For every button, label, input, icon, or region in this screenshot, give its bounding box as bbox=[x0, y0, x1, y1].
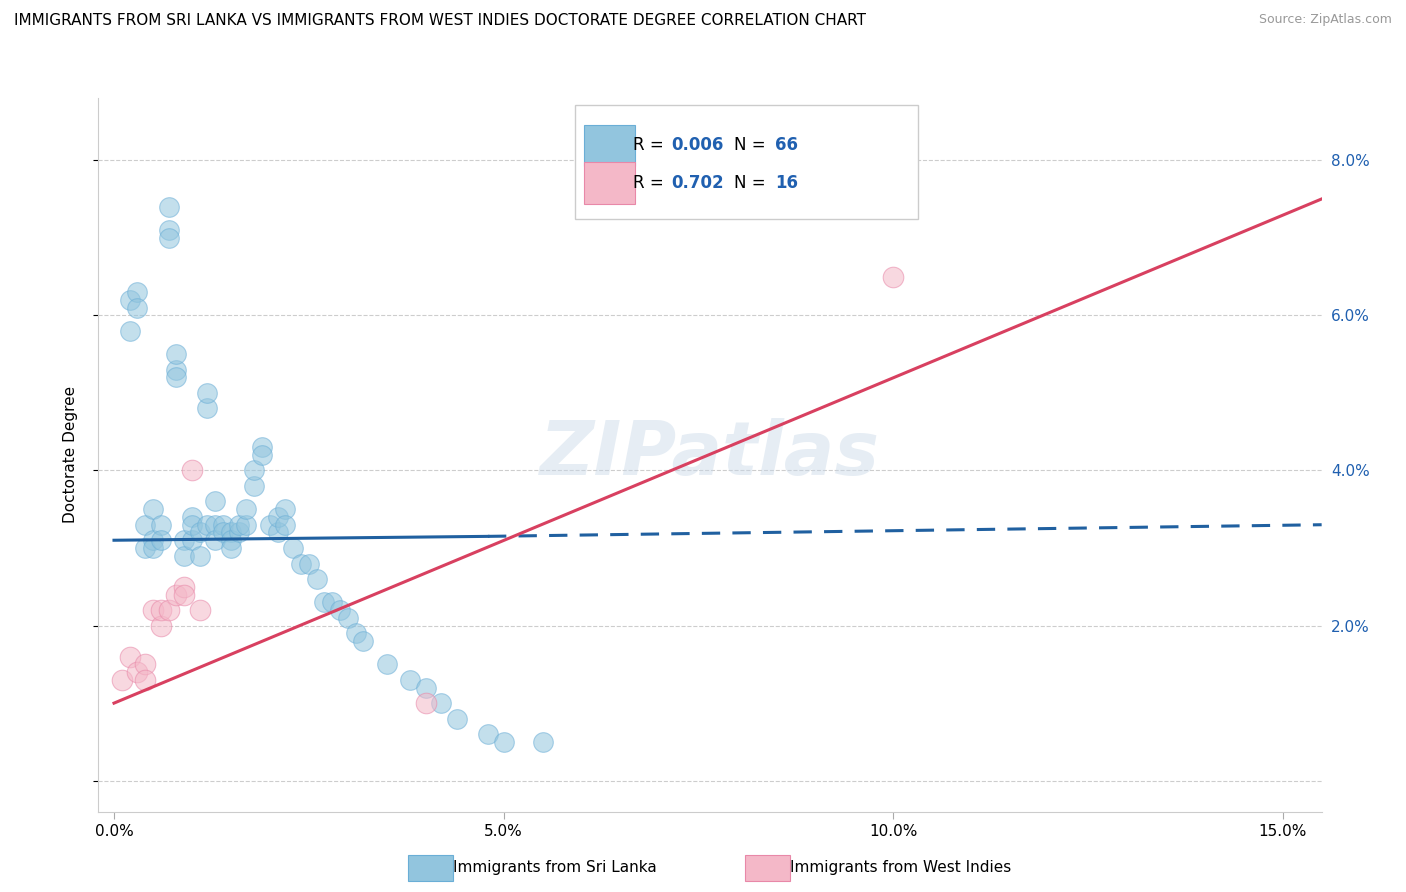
Point bbox=[188, 549, 211, 563]
Text: R =: R = bbox=[633, 136, 669, 153]
Point bbox=[298, 557, 321, 571]
Point bbox=[882, 269, 904, 284]
Point bbox=[134, 517, 156, 532]
Point bbox=[157, 200, 180, 214]
Point bbox=[173, 549, 195, 563]
Point bbox=[204, 494, 226, 508]
Text: ZIPatlas: ZIPatlas bbox=[540, 418, 880, 491]
Point bbox=[149, 618, 172, 632]
Point bbox=[235, 517, 257, 532]
Point bbox=[266, 525, 288, 540]
Point bbox=[477, 727, 499, 741]
Point bbox=[180, 510, 202, 524]
Text: Immigrants from West Indies: Immigrants from West Indies bbox=[790, 860, 1011, 874]
Point bbox=[180, 463, 202, 477]
Point bbox=[314, 595, 336, 609]
Point bbox=[127, 665, 149, 679]
Point bbox=[142, 533, 165, 548]
Point bbox=[430, 696, 453, 710]
Point bbox=[321, 595, 343, 609]
Point bbox=[197, 385, 219, 400]
Point bbox=[274, 502, 297, 516]
Point bbox=[134, 673, 156, 687]
Point bbox=[134, 541, 156, 555]
Y-axis label: Doctorate Degree: Doctorate Degree bbox=[63, 386, 77, 524]
Point bbox=[329, 603, 352, 617]
Text: N =: N = bbox=[734, 174, 772, 192]
Point bbox=[180, 517, 202, 532]
Point bbox=[219, 525, 242, 540]
Point bbox=[111, 673, 134, 687]
Point bbox=[118, 649, 141, 664]
Text: N =: N = bbox=[734, 136, 772, 153]
Point bbox=[492, 735, 515, 749]
Point bbox=[235, 502, 257, 516]
Point bbox=[336, 611, 359, 625]
Point bbox=[157, 231, 180, 245]
Point bbox=[149, 533, 172, 548]
Point bbox=[250, 440, 273, 454]
Point bbox=[118, 293, 141, 307]
Point bbox=[212, 517, 235, 532]
Point bbox=[212, 525, 235, 540]
Point bbox=[250, 448, 273, 462]
Point bbox=[290, 557, 312, 571]
Point bbox=[259, 517, 281, 532]
Point bbox=[142, 603, 165, 617]
Point bbox=[228, 517, 250, 532]
Point bbox=[228, 525, 250, 540]
Point bbox=[173, 580, 195, 594]
Point bbox=[243, 479, 266, 493]
Point bbox=[157, 603, 180, 617]
Point bbox=[165, 370, 187, 384]
Point bbox=[118, 324, 141, 338]
Point bbox=[531, 735, 554, 749]
Point bbox=[415, 696, 437, 710]
Point bbox=[188, 603, 211, 617]
Point bbox=[352, 634, 374, 648]
Point bbox=[266, 510, 288, 524]
Point bbox=[149, 517, 172, 532]
Text: Source: ZipAtlas.com: Source: ZipAtlas.com bbox=[1258, 13, 1392, 27]
Point bbox=[188, 525, 211, 540]
Text: Immigrants from Sri Lanka: Immigrants from Sri Lanka bbox=[453, 860, 657, 874]
Text: 66: 66 bbox=[775, 136, 797, 153]
Point bbox=[165, 362, 187, 376]
Text: 0.006: 0.006 bbox=[671, 136, 723, 153]
Point bbox=[219, 533, 242, 548]
Text: 0.702: 0.702 bbox=[671, 174, 724, 192]
FancyBboxPatch shape bbox=[583, 162, 636, 203]
Point bbox=[204, 533, 226, 548]
FancyBboxPatch shape bbox=[575, 105, 918, 219]
Point bbox=[173, 533, 195, 548]
Point bbox=[446, 712, 468, 726]
Point bbox=[180, 533, 202, 548]
Text: IMMIGRANTS FROM SRI LANKA VS IMMIGRANTS FROM WEST INDIES DOCTORATE DEGREE CORREL: IMMIGRANTS FROM SRI LANKA VS IMMIGRANTS … bbox=[14, 13, 866, 29]
Text: R =: R = bbox=[633, 174, 669, 192]
Point bbox=[157, 223, 180, 237]
Point bbox=[197, 401, 219, 416]
Point bbox=[219, 541, 242, 555]
Point bbox=[165, 588, 187, 602]
Text: 16: 16 bbox=[775, 174, 797, 192]
Point bbox=[197, 517, 219, 532]
Point bbox=[127, 301, 149, 315]
Point bbox=[415, 681, 437, 695]
FancyBboxPatch shape bbox=[583, 125, 636, 166]
Point bbox=[305, 572, 328, 586]
Point bbox=[243, 463, 266, 477]
Point bbox=[142, 502, 165, 516]
Point bbox=[142, 541, 165, 555]
Point bbox=[127, 285, 149, 299]
Point bbox=[344, 626, 367, 640]
Point bbox=[173, 588, 195, 602]
Point bbox=[274, 517, 297, 532]
Point bbox=[399, 673, 422, 687]
Point bbox=[134, 657, 156, 672]
Point bbox=[165, 347, 187, 361]
Point bbox=[204, 517, 226, 532]
Point bbox=[375, 657, 398, 672]
Point bbox=[149, 603, 172, 617]
Point bbox=[283, 541, 305, 555]
